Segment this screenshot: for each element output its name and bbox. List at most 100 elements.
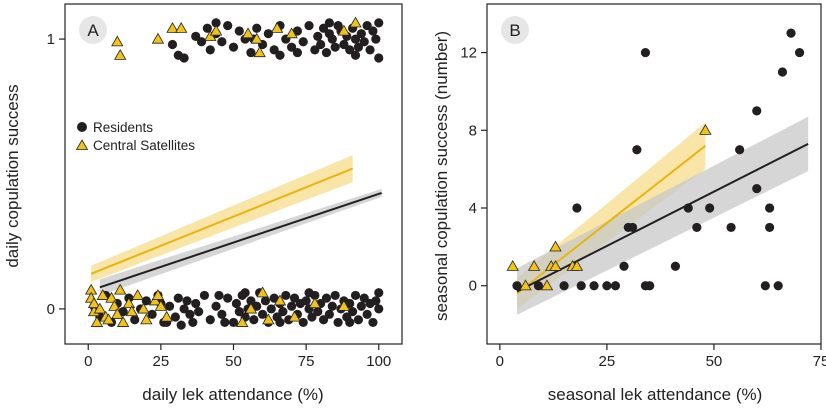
panel-b-resident-point-24 <box>765 203 775 213</box>
panel-a-resident-point-124 <box>350 290 361 301</box>
panel-a-satellite-point-39 <box>256 286 269 298</box>
panel-a-satellite-point-3 <box>166 21 179 33</box>
panel-a-satellite-point-25 <box>111 308 124 319</box>
panel-a: A 0 25 50 75 100 01 daily lek attendance (%)… <box>3 3 403 404</box>
panel-a-points <box>84 16 384 330</box>
panel-a-resident-point-77 <box>199 290 210 301</box>
panel-a-resident-point-9 <box>223 20 233 31</box>
panel-a-satellite-point-0 <box>111 35 124 47</box>
panel-b-x-tick-label-0: 0 <box>496 353 504 370</box>
panel-a-satellite-point-32 <box>140 313 153 325</box>
panel-b-ci-band-residents <box>516 116 809 315</box>
panel-a-resident-point-63 <box>141 296 151 306</box>
panel-a-satellite-point-17 <box>87 297 101 309</box>
panel-b-x-tick-label-3: 75 <box>813 353 826 370</box>
panel-b-fit-line-residents <box>516 142 809 293</box>
panel-a-x-tick-label-3: 75 <box>298 353 315 370</box>
panel-a-resident-point-76 <box>194 307 204 317</box>
panel-a-resident-point-80 <box>217 309 227 319</box>
panel-a-resident-point-64 <box>147 309 157 319</box>
panel-a-resident-point-22 <box>298 37 308 47</box>
panel-a-resident-point-99 <box>278 307 288 317</box>
panel-a-resident-point-59 <box>118 307 128 317</box>
panel-b-resident-point-6 <box>602 281 612 291</box>
panel-a-resident-point-84 <box>234 307 244 317</box>
panel-a-resident-point-25 <box>313 31 323 41</box>
panel-a-satellite-point-23 <box>105 291 118 303</box>
panel-b-resident-point-2 <box>559 281 569 291</box>
panel-a-resident-point-20 <box>287 42 297 52</box>
panel-b-resident-point-22 <box>760 281 770 291</box>
panel-a-y-ticks: 01 <box>47 31 65 318</box>
panel-a-resident-point-79 <box>211 301 221 311</box>
panel-a-satellite-point-35 <box>154 299 168 311</box>
panel-a-resident-point-106 <box>298 317 308 328</box>
panel-a-resident-point-69 <box>173 293 183 303</box>
panel-b-confidence-bands <box>516 116 809 315</box>
panel-b-resident-point-3 <box>572 203 582 213</box>
panel-a-resident-point-68 <box>170 312 180 322</box>
panel-a-satellite-point-24 <box>108 299 121 311</box>
panel-b-points <box>506 28 805 291</box>
panel-a-resident-point-82 <box>228 317 239 328</box>
panel-b-resident-point-17 <box>705 203 715 213</box>
panel-a-ci-band-satellites <box>91 155 353 282</box>
panel-a-satellite-point-40 <box>262 313 275 325</box>
panel-a-resident-point-128 <box>362 309 372 319</box>
panel-a-resident-point-0 <box>167 39 178 50</box>
panel-a-satellite-point-37 <box>236 316 249 327</box>
panel-a-resident-point-3 <box>191 31 201 41</box>
panel-b-x-tick-label-1: 25 <box>599 353 616 370</box>
panel-a-resident-point-46 <box>374 53 384 63</box>
panel-a-resident-point-23 <box>304 20 314 31</box>
panel-a-resident-point-111 <box>313 307 323 317</box>
panel-a-resident-point-131 <box>371 296 381 306</box>
panel-a-satellite-point-6 <box>209 24 223 36</box>
panel-a-satellite-point-33 <box>148 294 162 306</box>
panel-a-resident-point-36 <box>345 45 355 55</box>
panel-b-resident-point-16 <box>692 222 702 233</box>
panel-a-label: A <box>87 21 99 40</box>
panel-b-resident-point-10 <box>627 222 638 233</box>
panel-b-satellite-point-2 <box>527 259 541 271</box>
panel-b-y-ticks: 0 4 8 12 <box>460 45 487 295</box>
panel-a-resident-point-109 <box>307 312 317 322</box>
panel-a-resident-point-48 <box>211 18 221 28</box>
panel-a-resident-point-126 <box>356 301 366 311</box>
panel-a-satellite-point-38 <box>244 302 258 314</box>
panel-a-resident-point-93 <box>260 296 271 306</box>
panel-a-resident-point-51 <box>292 47 303 58</box>
panel-a-resident-point-43 <box>365 45 375 55</box>
panel-b-resident-point-25 <box>773 281 783 291</box>
legend-residents-marker <box>77 122 87 132</box>
panel-a-resident-point-130 <box>368 317 378 328</box>
panel-b-resident-point-0 <box>512 281 522 291</box>
panel-b-resident-point-18 <box>726 222 736 233</box>
panel-a-resident-point-42 <box>362 20 372 31</box>
panel-a-label-badge <box>79 16 107 44</box>
panel-a-satellite-point-27 <box>116 316 130 327</box>
panel-a-resident-point-118 <box>333 317 343 328</box>
panel-b-resident-point-26 <box>777 67 788 77</box>
panel-b-x-tick-label-2: 50 <box>706 353 723 370</box>
panel-a-fit-line-residents <box>99 191 382 289</box>
panel-a-resident-point-24 <box>310 45 320 55</box>
panel-a-resident-point-41 <box>359 37 369 47</box>
panel-a-resident-point-90 <box>252 301 262 311</box>
panel-a-resident-point-6 <box>205 45 215 55</box>
panel-b-resident-point-21 <box>752 106 762 116</box>
panel-b-resident-point-23 <box>765 222 775 233</box>
panel-a-resident-point-137 <box>220 317 230 328</box>
panel-a-satellite-point-4 <box>175 21 188 33</box>
panel-a-resident-point-5 <box>202 23 212 33</box>
panel-b-y-tick-label-0: 0 <box>469 278 477 295</box>
panel-a-satellite-point-36 <box>160 310 173 322</box>
panel-a-resident-point-44 <box>368 26 378 36</box>
panel-a-resident-point-67 <box>164 301 175 311</box>
panel-b-resident-point-11 <box>632 145 642 155</box>
panel-a-y-tick-label-0: 0 <box>47 301 55 318</box>
panel-a-resident-point-115 <box>324 309 334 319</box>
panel-a-satellite-point-9 <box>253 46 266 58</box>
panel-b-satellite-point-0 <box>506 259 519 271</box>
